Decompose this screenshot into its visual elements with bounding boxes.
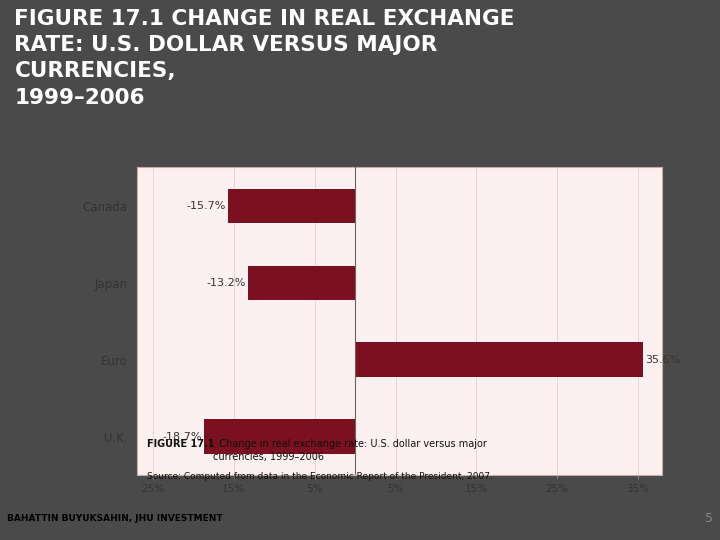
Text: BAHATTIN BUYUKSAHIN, JHU INVESTMENT: BAHATTIN BUYUKSAHIN, JHU INVESTMENT bbox=[7, 514, 222, 523]
Bar bbox=[228, 188, 355, 223]
Text: Source: Computed from data in the Economic Report of the President, 2007.: Source: Computed from data in the Econom… bbox=[148, 472, 493, 481]
Text: FIGURE 17.1: FIGURE 17.1 bbox=[148, 438, 215, 449]
Bar bbox=[355, 342, 643, 377]
Text: 35.6%: 35.6% bbox=[645, 355, 680, 365]
Bar bbox=[204, 420, 355, 454]
Text: 5: 5 bbox=[705, 511, 713, 525]
Text: -18.7%: -18.7% bbox=[162, 431, 202, 442]
Bar bbox=[248, 266, 355, 300]
Text: FIGURE 17.1 CHANGE IN REAL EXCHANGE
RATE: U.S. DOLLAR VERSUS MAJOR
CURRENCIES,
1: FIGURE 17.1 CHANGE IN REAL EXCHANGE RATE… bbox=[14, 9, 515, 108]
Text: Change in real exchange rate: U.S. dollar versus major
currencies, 1999–2006: Change in real exchange rate: U.S. dolla… bbox=[213, 438, 487, 462]
Text: -13.2%: -13.2% bbox=[207, 278, 246, 288]
Text: -15.7%: -15.7% bbox=[186, 201, 226, 211]
